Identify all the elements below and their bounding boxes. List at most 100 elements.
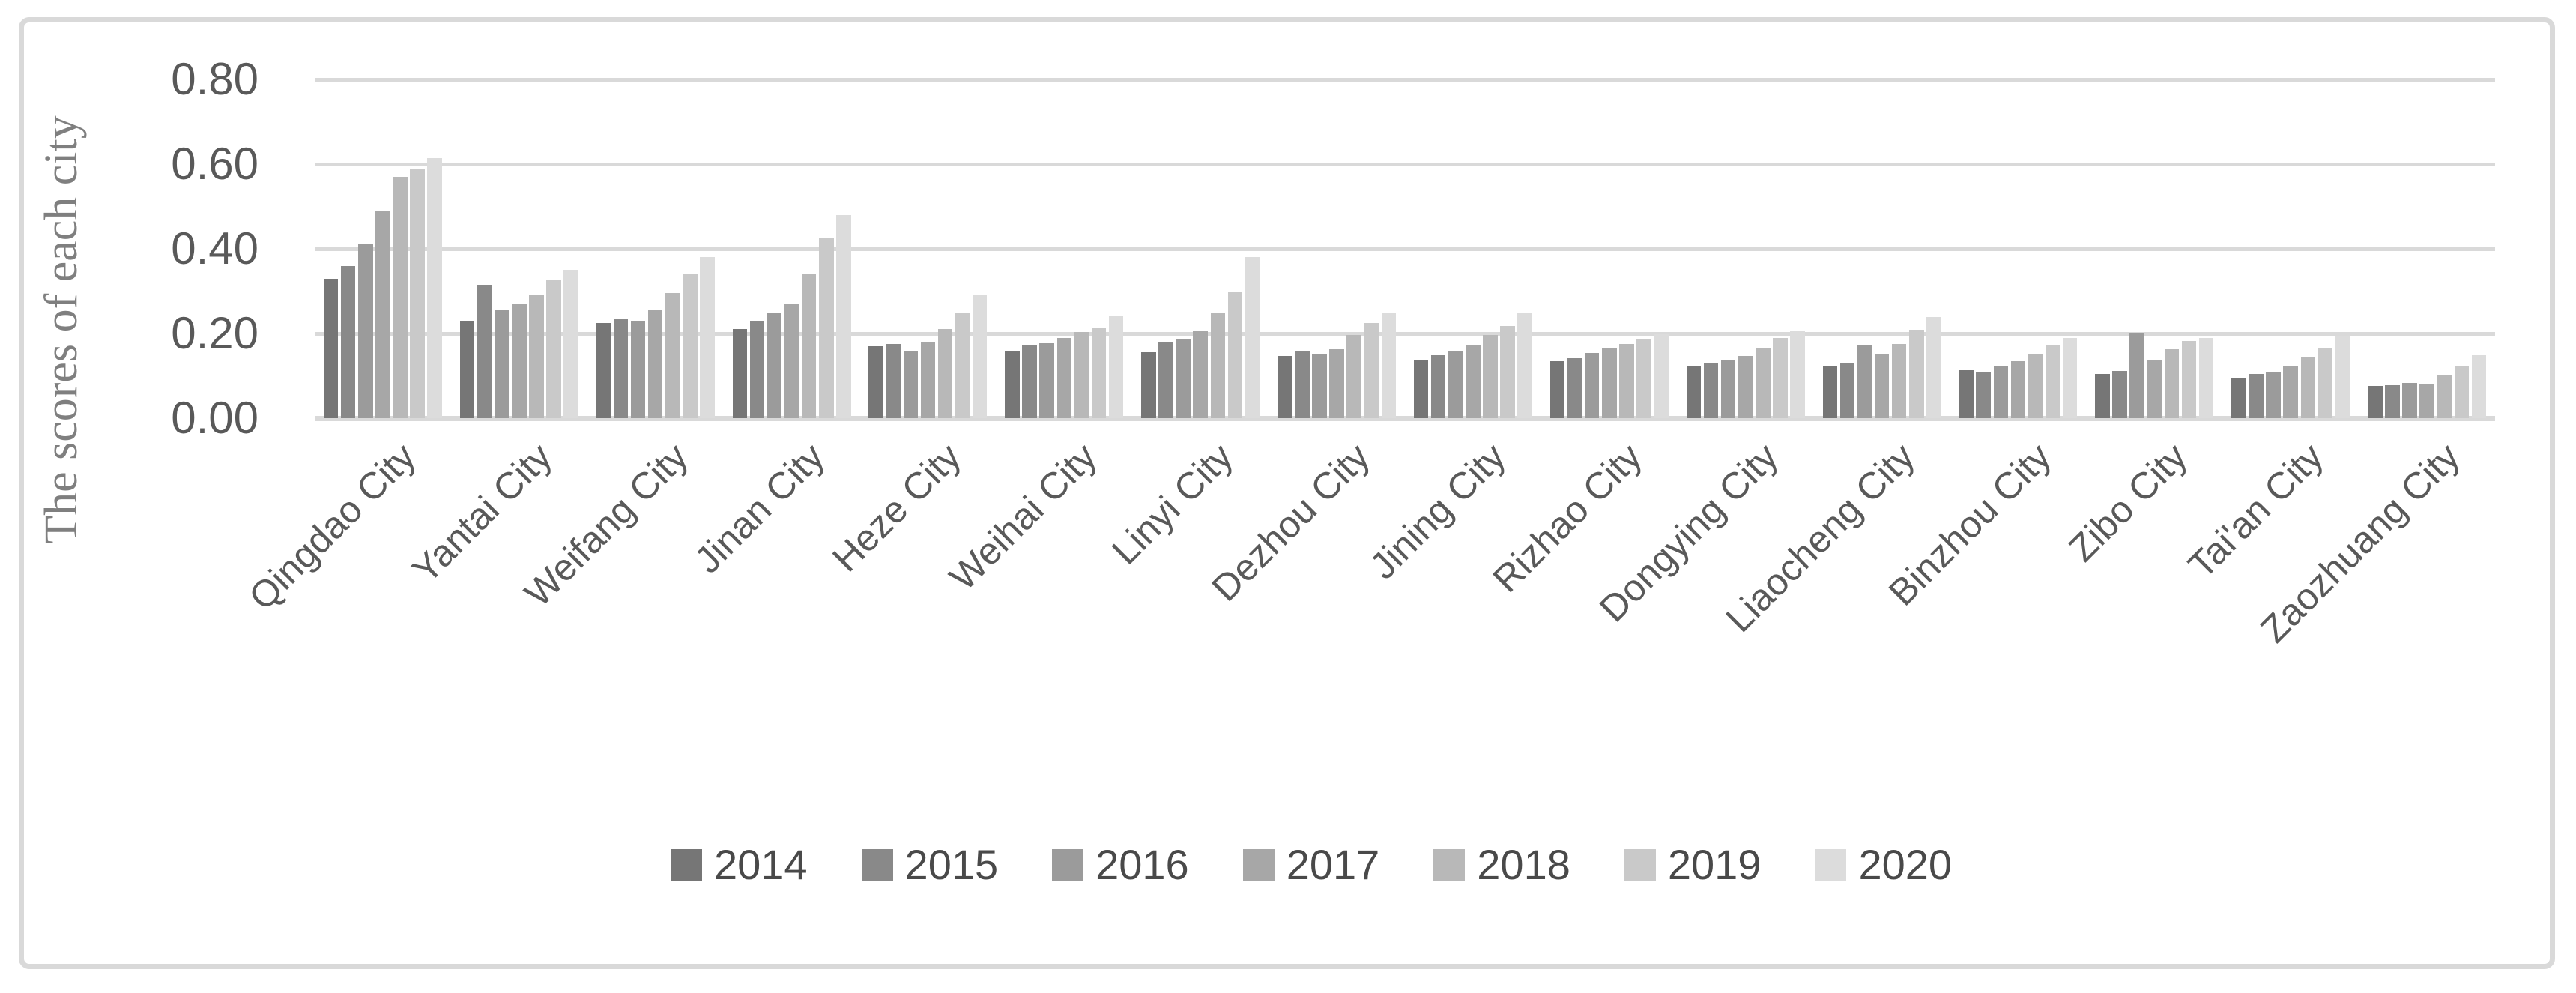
- bar-rizhao-city-2015: [1567, 357, 1582, 418]
- bar-dongying-city-2014: [1686, 366, 1702, 418]
- bar-tai-an-city-2016: [2266, 371, 2281, 418]
- legend-swatch-icon: [1624, 849, 1656, 881]
- bar-qingdao-city-2020: [427, 157, 442, 418]
- legend-label-2020: 2020: [1858, 841, 1953, 888]
- bar-zaozhuang-city-2016: [2402, 383, 2417, 418]
- bar-liaocheng-city-2015: [1839, 362, 1855, 418]
- bar-tai-an-city-2014: [2231, 378, 2246, 418]
- bar-zibo-city-2020: [2198, 337, 2214, 418]
- legend-label-2015: 2015: [904, 841, 999, 888]
- bar-dongying-city-2015: [1703, 363, 1719, 418]
- bar-jining-city-2016: [1448, 351, 1463, 418]
- legend-swatch-icon: [1052, 849, 1084, 881]
- gridline-0.40: [315, 247, 2495, 251]
- legend-item-2017: 2017: [1242, 841, 1380, 888]
- bar-liaocheng-city-2016: [1857, 345, 1872, 418]
- bar-tai-an-city-2018: [2300, 356, 2316, 418]
- bar-qingdao-city-2018: [393, 176, 408, 418]
- bar-weifang-city-2015: [613, 319, 629, 418]
- bar-rizhao-city-2020: [1654, 334, 1669, 418]
- bar-qingdao-city-2014: [323, 278, 339, 418]
- bar-dezhou-city-2016: [1312, 353, 1327, 418]
- bar-yantai-city-2018: [529, 295, 544, 418]
- bar-zaozhuang-city-2017: [2419, 384, 2434, 418]
- bar-liaocheng-city-2017: [1874, 354, 1890, 418]
- bar-rizhao-city-2016: [1584, 352, 1600, 418]
- bar-weifang-city-2017: [647, 310, 663, 418]
- bar-weifang-city-2019: [683, 274, 698, 418]
- bar-dongying-city-2020: [1790, 331, 1805, 418]
- bar-dongying-city-2016: [1720, 360, 1736, 418]
- y-tick-label-0.00: 0.00: [171, 393, 258, 443]
- bar-liaocheng-city-2018: [1891, 344, 1907, 418]
- bar-binzhou-city-2017: [2010, 360, 2026, 418]
- bar-jinan-city-2019: [819, 238, 834, 418]
- bar-linyi-city-2014: [1141, 352, 1156, 418]
- bar-yantai-city-2016: [494, 310, 510, 418]
- bar-heze-city-2017: [920, 342, 936, 418]
- bar-heze-city-2019: [955, 312, 970, 418]
- bar-qingdao-city-2017: [375, 211, 390, 418]
- bar-jining-city-2019: [1500, 325, 1515, 418]
- chart-border-frame: [19, 17, 2555, 969]
- bar-dezhou-city-2020: [1381, 312, 1397, 418]
- y-tick-label-0.40: 0.40: [171, 223, 258, 274]
- bar-linyi-city-2016: [1176, 339, 1191, 418]
- bar-linyi-city-2019: [1227, 291, 1243, 418]
- bar-rizhao-city-2017: [1602, 348, 1617, 418]
- y-tick-label-0.60: 0.60: [171, 139, 258, 189]
- bar-yantai-city-2015: [477, 285, 492, 418]
- bar-rizhao-city-2019: [1636, 339, 1651, 418]
- legend-swatch-icon: [670, 849, 702, 881]
- bar-zibo-city-2017: [2147, 360, 2162, 418]
- bar-dezhou-city-2018: [1346, 335, 1361, 418]
- bar-heze-city-2014: [868, 345, 883, 418]
- gridline-0.80: [315, 78, 2495, 82]
- bar-binzhou-city-2018: [2028, 354, 2043, 418]
- legend-item-2016: 2016: [1052, 842, 1189, 887]
- bar-weifang-city-2020: [700, 257, 715, 418]
- bar-zibo-city-2015: [2112, 370, 2127, 418]
- bar-dongying-city-2019: [1773, 337, 1788, 418]
- bar-jining-city-2020: [1517, 312, 1532, 418]
- legend-swatch-icon: [1433, 849, 1466, 881]
- legend: 2014 2015 2016 2017 2018 2019 2020: [225, 842, 2398, 887]
- bar-dezhou-city-2017: [1329, 349, 1344, 418]
- bar-weifang-city-2016: [630, 321, 646, 418]
- bar-qingdao-city-2016: [358, 244, 373, 418]
- bar-qingdao-city-2015: [340, 265, 356, 418]
- bar-weihai-city-2016: [1039, 342, 1054, 418]
- bar-jinan-city-2014: [732, 329, 747, 418]
- bar-jining-city-2018: [1483, 335, 1498, 418]
- bar-linyi-city-2020: [1245, 257, 1260, 418]
- bar-weihai-city-2015: [1022, 345, 1037, 418]
- legend-item-2015: 2015: [861, 841, 999, 888]
- legend-label-2018: 2018: [1477, 841, 1570, 888]
- bar-rizhao-city-2018: [1619, 343, 1634, 418]
- bar-rizhao-city-2014: [1549, 360, 1565, 418]
- bar-zaozhuang-city-2015: [2385, 384, 2400, 418]
- bar-liaocheng-city-2019: [1909, 330, 1924, 418]
- x-axis-line: [315, 416, 2495, 421]
- bar-weihai-city-2014: [1005, 350, 1020, 418]
- y-axis-title: The scores of each city: [36, 115, 87, 544]
- bar-tai-an-city-2015: [2249, 373, 2264, 418]
- legend-label-2014: 2014: [713, 841, 808, 888]
- bar-dezhou-city-2019: [1364, 323, 1379, 418]
- bar-jinan-city-2020: [836, 214, 851, 418]
- y-tick-label-0.80: 0.80: [171, 54, 258, 104]
- bar-zibo-city-2019: [2181, 341, 2197, 418]
- bar-zibo-city-2016: [2129, 333, 2144, 418]
- legend-label-2019: 2019: [1667, 841, 1762, 888]
- legend-label-2017: 2017: [1286, 841, 1380, 888]
- bar-jining-city-2017: [1466, 345, 1481, 418]
- bar-zaozhuang-city-2018: [2437, 374, 2452, 418]
- bar-linyi-city-2017: [1193, 331, 1208, 418]
- gridline-0.20: [315, 332, 2495, 336]
- legend-item-2018: 2018: [1433, 842, 1570, 887]
- bar-tai-an-city-2017: [2283, 366, 2298, 418]
- legend-swatch-icon: [1815, 849, 1847, 881]
- bar-zaozhuang-city-2014: [2368, 386, 2383, 418]
- bar-heze-city-2016: [903, 350, 919, 418]
